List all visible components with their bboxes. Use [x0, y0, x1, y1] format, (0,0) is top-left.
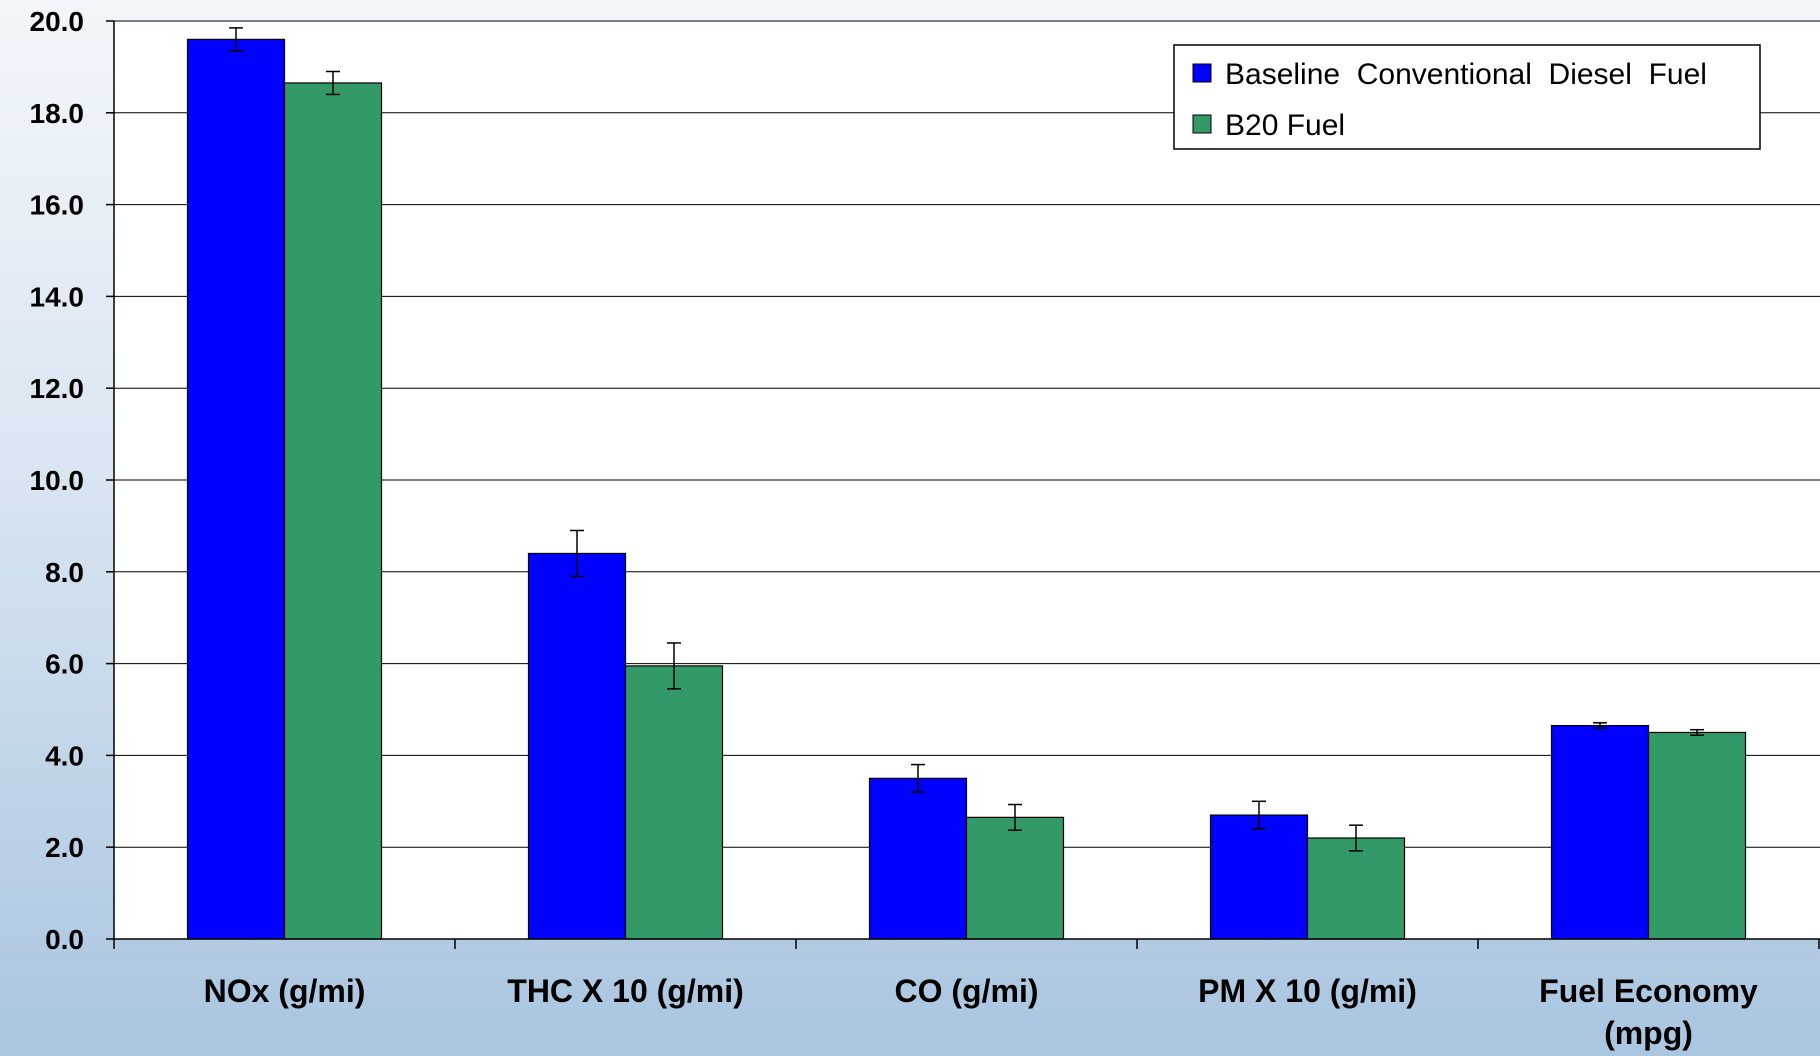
bar-b20: [1306, 837, 1406, 940]
x-category-label: THC X 10 (g/mi): [507, 973, 743, 1009]
bar-baseline: [527, 552, 627, 940]
bar-baseline: [186, 38, 286, 940]
y-tick-label: 0.0: [45, 924, 84, 955]
legend: Baseline Conventional Diesel Fuel B20 Fu…: [1173, 44, 1761, 150]
legend-swatch-baseline: [1192, 63, 1212, 83]
y-tick-label: 16.0: [30, 190, 85, 221]
bar-b20: [965, 816, 1065, 940]
bar-baseline: [868, 777, 968, 940]
x-category-label: PM X 10 (g/mi): [1198, 973, 1417, 1009]
bar-baseline: [1209, 814, 1309, 940]
x-category-label: (mpg): [1604, 1015, 1693, 1051]
y-tick-label: 20.0: [30, 6, 85, 37]
x-category-label: NOx (g/mi): [204, 973, 366, 1009]
x-axis-labels: NOx (g/mi) THC X 10 (g/mi) CO (g/mi) PM X 1…: [204, 973, 1758, 1051]
legend-box: [1173, 44, 1761, 150]
y-tick-label: 4.0: [45, 740, 84, 771]
y-tick-label: 6.0: [45, 649, 84, 680]
y-tick-label: 12.0: [30, 373, 85, 404]
bar-b20: [624, 665, 724, 940]
x-category-label: Fuel Economy: [1539, 973, 1758, 1009]
y-axis-ticks: 0.0 2.0 4.0 6.0 8.0 10.0 12.0 14.0 16.0 18.0 20.0: [30, 6, 114, 955]
bar-b20: [1647, 731, 1747, 940]
legend-label-b20: B20 Fuel: [1225, 109, 1345, 142]
legend-swatch-b20: [1192, 114, 1212, 134]
y-tick-label: 10.0: [30, 465, 85, 496]
error-bars: [229, 27, 1704, 852]
bar-baseline: [1550, 724, 1650, 940]
gridlines: [114, 20, 1820, 848]
y-tick-label: 2.0: [45, 832, 84, 863]
legend-label-baseline: Baseline Conventional Diesel Fuel: [1225, 58, 1707, 91]
bar-b20: [283, 82, 383, 940]
y-tick-label: 18.0: [30, 98, 85, 129]
bars: [186, 38, 1747, 940]
x-category-label: CO (g/mi): [895, 973, 1039, 1009]
y-tick-label: 8.0: [45, 557, 84, 588]
y-tick-label: 14.0: [30, 281, 85, 312]
